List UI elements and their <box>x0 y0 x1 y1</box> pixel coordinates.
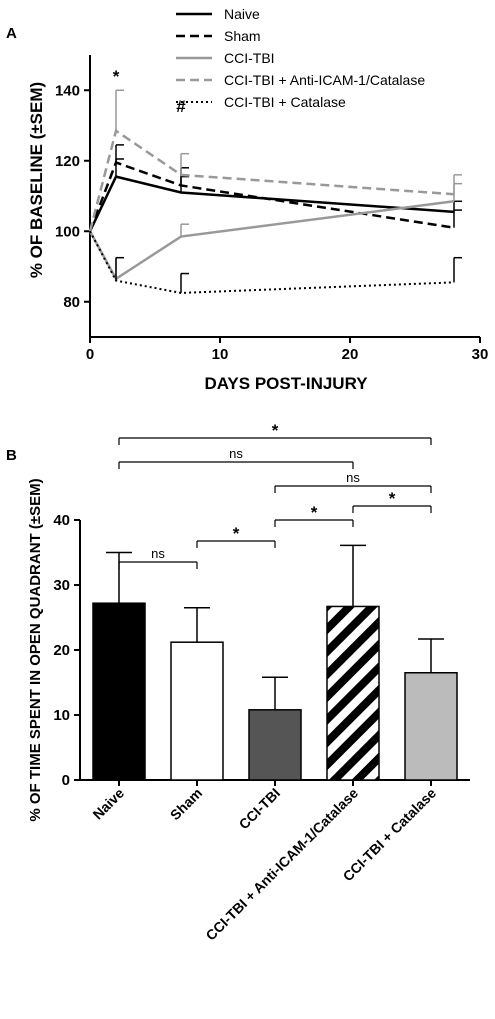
annotation-0: * <box>113 67 120 86</box>
bar-4 <box>404 672 458 781</box>
annotation-1: # <box>176 97 186 116</box>
x-tick-label: 20 <box>342 346 359 363</box>
y-tick-label: 100 <box>55 223 80 240</box>
x-tick-label: 10 <box>212 346 229 363</box>
bar-2 <box>248 709 302 781</box>
x-axis-title: DAYS POST-INJURY <box>204 374 368 393</box>
y-tick-label-b: 0 <box>62 772 70 789</box>
y-tick-label-b: 30 <box>53 577 70 594</box>
y-tick-label-b: 40 <box>53 512 70 529</box>
series-line-0 <box>88 175 455 232</box>
y-tick-label-b: 20 <box>53 642 70 659</box>
legend-label-2: CCI-TBI <box>224 50 275 66</box>
legend-label-0: Naive <box>224 6 260 22</box>
sig-label-5: ns <box>229 446 243 461</box>
y-tick-label: 120 <box>55 153 80 170</box>
sig-label-2: * <box>311 503 318 522</box>
legend-label-4: CCI-TBI + Catalase <box>224 94 346 110</box>
sig-label-0: ns <box>151 546 165 561</box>
x-tick-label: 30 <box>472 346 489 363</box>
legend-label-3: CCI-TBI + Anti-ICAM-1/Catalase <box>224 72 425 88</box>
category-label-2: CCI-TBI <box>236 785 284 833</box>
series-line-2 <box>88 200 455 281</box>
legend-label-1: Sham <box>224 28 261 44</box>
series-line-4 <box>89 230 455 294</box>
series-line-1 <box>88 160 455 232</box>
category-label-1: Sham <box>167 785 205 823</box>
sig-label-6: * <box>272 421 279 440</box>
panel-b-letter: B <box>6 447 17 464</box>
line-chart-plot: 80 100 120 140 0 10 20 30 * # <box>55 55 488 363</box>
series-line-3 <box>88 128 455 232</box>
bar-3 <box>326 605 380 781</box>
bar-0 <box>92 602 146 781</box>
sig-label-1: * <box>233 524 240 543</box>
y-axis-title-b: % OF TIME SPENT IN OPEN QUADRANT (±SEM) <box>27 478 44 821</box>
legend: Naive Sham CCI-TBI CCI-TBI + Anti-ICAM-1/Ca… <box>176 6 425 110</box>
category-label-3: CCI-TBI + Anti-ICAM-1/Catalase <box>202 785 361 944</box>
sig-label-3: * <box>389 489 396 508</box>
y-tick-label: 80 <box>63 294 80 311</box>
y-tick-label: 140 <box>55 82 80 99</box>
x-tick-label: 0 <box>86 346 94 363</box>
y-axis-title: % OF BASELINE (±SEM) <box>27 82 46 278</box>
category-label-0: Naive <box>89 785 127 823</box>
y-tick-label-b: 10 <box>53 707 70 724</box>
bar-1 <box>170 641 224 781</box>
sig-label-4: ns <box>346 470 360 485</box>
panel-a-letter: A <box>6 25 17 42</box>
